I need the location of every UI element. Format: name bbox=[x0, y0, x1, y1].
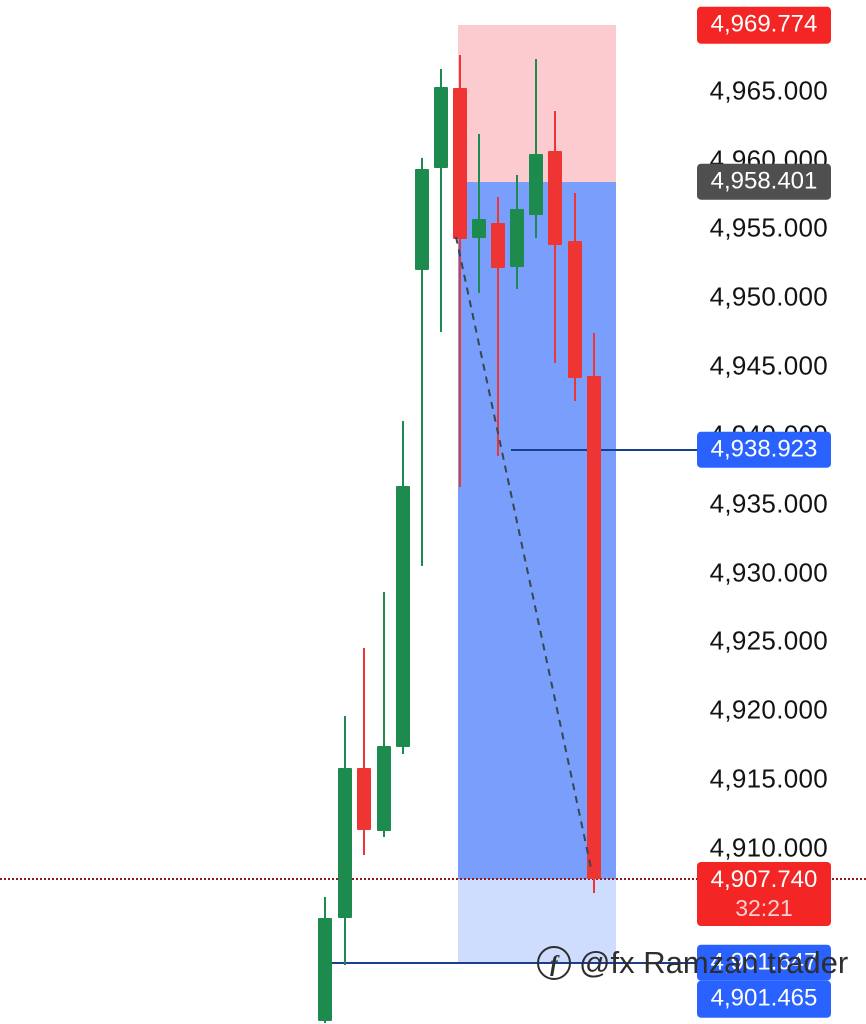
badge-price-label: 4,901.647 bbox=[710, 948, 818, 976]
candle-body bbox=[529, 154, 543, 215]
badge-price-label: 4,958.401 bbox=[710, 167, 818, 195]
badge-price-label: 4,938.923 bbox=[710, 435, 818, 463]
watermark-text: @fx Ramzan trader bbox=[579, 945, 849, 980]
candle-body bbox=[396, 485, 410, 748]
price-axis-label: 4,955.000 bbox=[709, 212, 828, 243]
take-profit-zone-tail[interactable] bbox=[458, 878, 616, 963]
price-axis-label: 4,965.000 bbox=[709, 75, 828, 106]
candle-wick bbox=[382, 591, 386, 837]
price-axis-label: 4,930.000 bbox=[709, 557, 828, 588]
price-axis-label: 4,950.000 bbox=[709, 281, 828, 312]
badge-price-label: 4,907.740 bbox=[710, 865, 818, 893]
badge-price-label: 4,969.774 bbox=[710, 10, 818, 38]
price-axis-label: 4,925.000 bbox=[709, 625, 828, 656]
price-axis-label: 4,920.000 bbox=[709, 694, 828, 725]
candle-body bbox=[472, 218, 486, 239]
price-axis-label: 4,910.000 bbox=[709, 832, 828, 863]
candle-wick bbox=[362, 648, 366, 855]
alert-line-upper[interactable] bbox=[511, 448, 700, 451]
current-price-line[interactable] bbox=[0, 877, 866, 880]
target-price-badge-2[interactable]: 4,901.465 bbox=[697, 981, 831, 1018]
candle-wick bbox=[439, 68, 443, 332]
candle-body bbox=[318, 918, 332, 1022]
candle-body bbox=[357, 768, 371, 830]
watermark: f @fx Ramzan trader bbox=[537, 945, 848, 981]
candle-body bbox=[453, 88, 467, 240]
price-axis-label: 4,945.000 bbox=[709, 350, 828, 381]
entry-price-badge[interactable]: 4,958.401 bbox=[697, 163, 831, 200]
price-axis-label: 4,935.000 bbox=[709, 488, 828, 519]
candle-body bbox=[548, 151, 562, 245]
target-price-badge[interactable]: 4,901.647 bbox=[697, 944, 831, 982]
stop-price-badge[interactable]: 4,969.774 bbox=[697, 6, 831, 44]
facebook-icon: f bbox=[537, 946, 571, 980]
candle-wick bbox=[477, 133, 481, 294]
price-axis-label: 4,915.000 bbox=[709, 763, 828, 794]
candle-wick bbox=[534, 59, 538, 239]
candle-body bbox=[377, 745, 391, 832]
candle-wick bbox=[420, 158, 424, 566]
badge-countdown: 32:21 bbox=[735, 894, 793, 921]
alert-price-badge[interactable]: 4,938.923 bbox=[697, 431, 831, 469]
badge-price-label: 4,901.465 bbox=[710, 985, 818, 1012]
alert-line-lower[interactable] bbox=[330, 961, 700, 964]
candle-body bbox=[434, 86, 448, 168]
candle-body bbox=[338, 768, 352, 919]
current-price-badge[interactable]: 4,907.740 32:21 bbox=[697, 861, 831, 926]
candle-body bbox=[415, 169, 429, 270]
